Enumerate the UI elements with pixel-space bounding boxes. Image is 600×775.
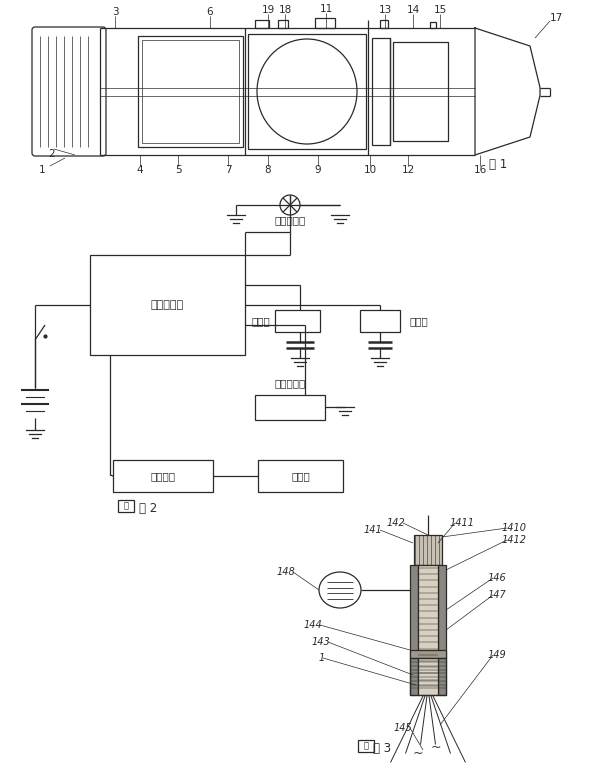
- Text: ~: ~: [413, 746, 423, 760]
- Text: 144: 144: [303, 620, 322, 630]
- Text: 3: 3: [112, 7, 118, 17]
- Text: 压电片: 压电片: [410, 316, 429, 326]
- Text: 计数电路: 计数电路: [151, 471, 176, 481]
- Text: 4: 4: [137, 165, 143, 175]
- Bar: [142, 40, 239, 143]
- Text: 气流传感器: 气流传感器: [274, 378, 305, 388]
- Text: 145: 145: [393, 723, 412, 733]
- Bar: [358, 740, 374, 752]
- Text: 10: 10: [364, 165, 377, 175]
- Bar: [410, 658, 446, 695]
- Bar: [410, 565, 418, 695]
- Text: 148: 148: [276, 567, 295, 577]
- Bar: [438, 565, 446, 695]
- Bar: [414, 535, 442, 565]
- Bar: [372, 38, 390, 145]
- Bar: [418, 565, 438, 695]
- Text: 14: 14: [406, 5, 419, 15]
- Bar: [430, 22, 436, 28]
- Bar: [360, 310, 400, 332]
- Text: 图 1: 图 1: [489, 159, 507, 171]
- Text: 8: 8: [265, 165, 271, 175]
- Bar: [113, 460, 213, 492]
- Bar: [258, 460, 343, 492]
- Bar: [248, 34, 366, 149]
- Text: 13: 13: [379, 5, 392, 15]
- Text: 149: 149: [488, 650, 507, 660]
- Text: 高频振荡器: 高频振荡器: [151, 300, 184, 310]
- Text: 2: 2: [49, 149, 55, 159]
- Text: 18: 18: [278, 5, 292, 15]
- Bar: [90, 255, 245, 355]
- Text: 发光二极管: 发光二极管: [274, 215, 305, 225]
- Bar: [380, 20, 388, 28]
- Bar: [255, 20, 269, 28]
- Text: 显示屏: 显示屏: [291, 471, 310, 481]
- Text: 15: 15: [433, 5, 446, 15]
- Text: ~: ~: [431, 740, 441, 753]
- Text: 142: 142: [386, 518, 405, 528]
- Bar: [278, 20, 288, 28]
- Text: 17: 17: [550, 13, 563, 23]
- Text: 12: 12: [401, 165, 415, 175]
- Text: 图: 图: [124, 501, 128, 511]
- Text: 压电片: 压电片: [251, 316, 270, 326]
- Bar: [315, 18, 335, 28]
- Text: 图 2: 图 2: [139, 501, 157, 515]
- Bar: [393, 42, 448, 141]
- Bar: [138, 36, 243, 147]
- Text: 147: 147: [488, 590, 507, 600]
- Text: 143: 143: [311, 637, 330, 647]
- Text: 16: 16: [473, 165, 487, 175]
- Text: 1: 1: [38, 165, 46, 175]
- Text: 1412: 1412: [502, 535, 527, 545]
- Bar: [275, 310, 320, 332]
- Text: 19: 19: [262, 5, 275, 15]
- Bar: [118, 500, 134, 512]
- Text: 图: 图: [364, 742, 368, 750]
- Text: 5: 5: [175, 165, 181, 175]
- Text: 11: 11: [319, 4, 332, 14]
- Text: 1: 1: [319, 653, 325, 663]
- Bar: [255, 395, 325, 420]
- Text: 1410: 1410: [502, 523, 527, 533]
- Text: 6: 6: [206, 7, 214, 17]
- Bar: [410, 650, 446, 658]
- Text: 146: 146: [488, 573, 507, 583]
- Text: 141: 141: [363, 525, 382, 535]
- Text: 7: 7: [224, 165, 232, 175]
- Text: 1411: 1411: [450, 518, 475, 528]
- Text: 图 3: 图 3: [373, 742, 391, 755]
- Text: 9: 9: [314, 165, 322, 175]
